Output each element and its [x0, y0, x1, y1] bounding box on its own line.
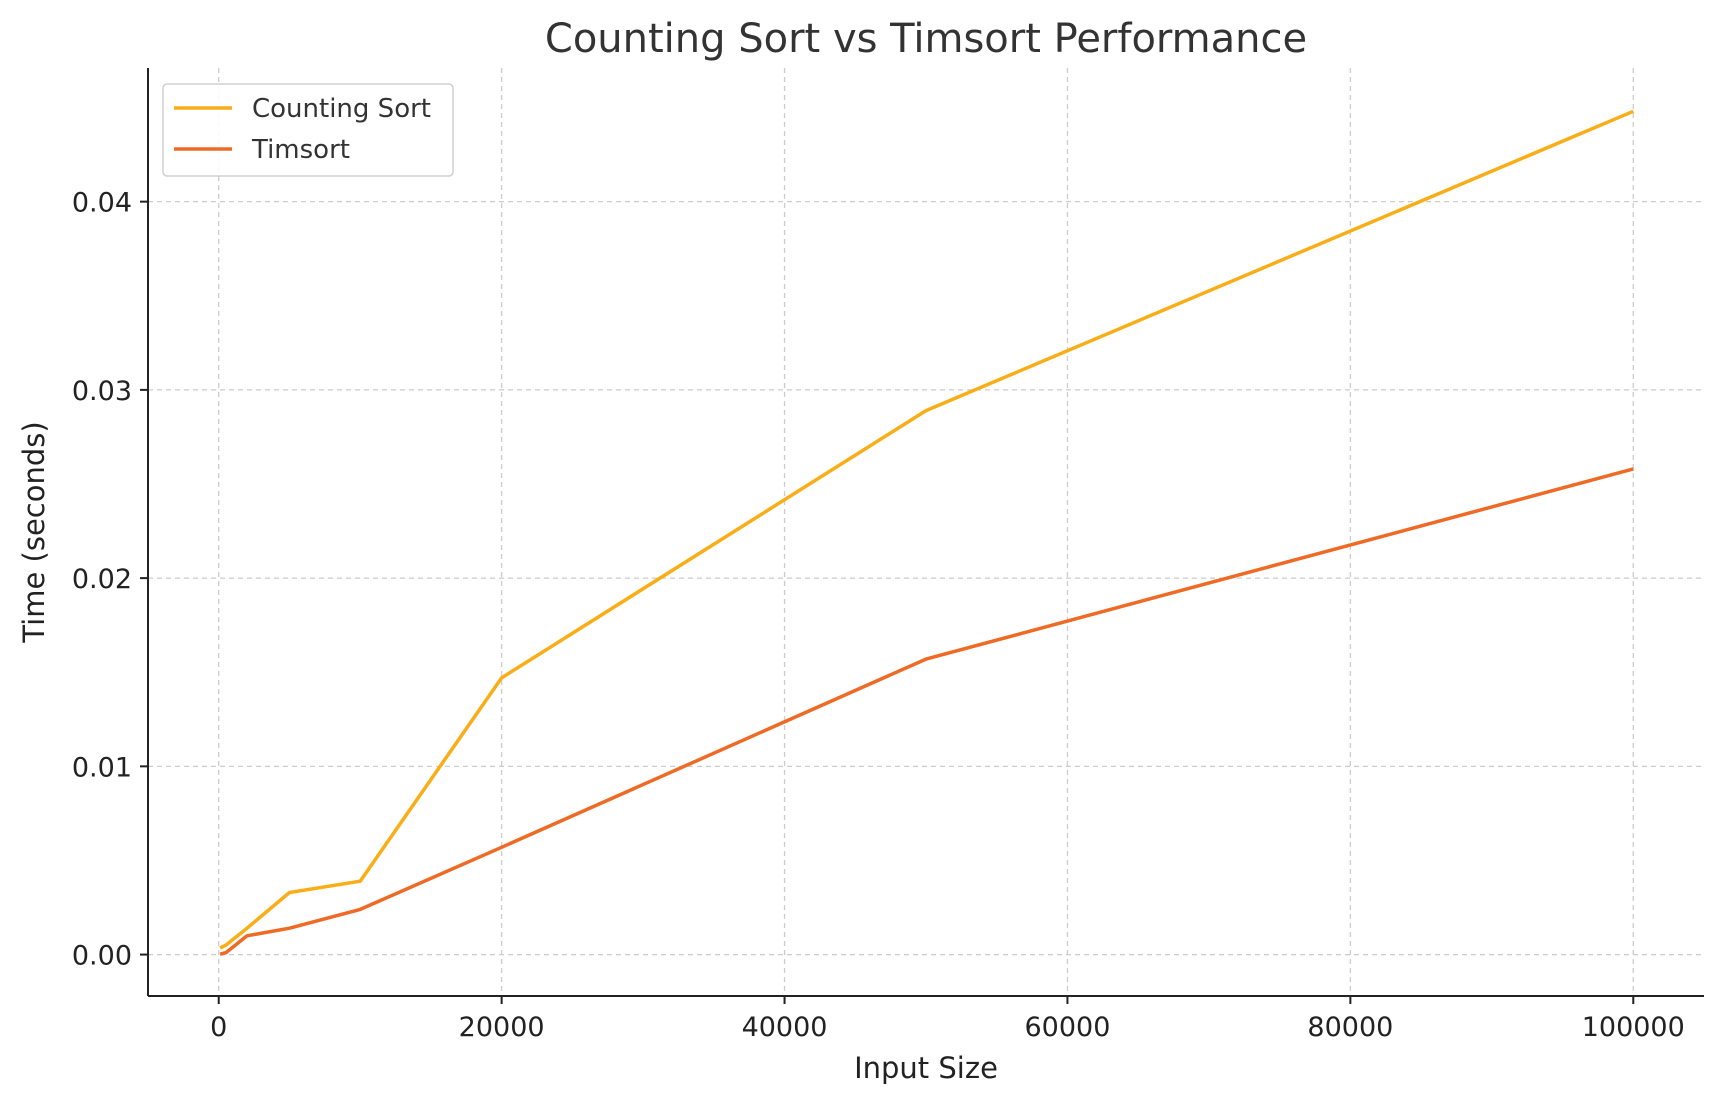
legend: Counting Sort Timsort: [162, 83, 454, 177]
x-tick-label: 100000: [1582, 1012, 1685, 1043]
series-line-timsort: [219, 467, 1634, 956]
x-tick-label: 0: [210, 1012, 227, 1043]
series-layer: [219, 109, 1634, 956]
x-tick-label: 40000: [742, 1012, 828, 1043]
x-axis-label: Input Size: [854, 1051, 998, 1085]
y-axis-label: Time (seconds): [17, 421, 51, 643]
x-tick-label: 60000: [1025, 1012, 1111, 1043]
x-tick-label: 20000: [459, 1012, 545, 1043]
y-tick-label: 0.04: [72, 188, 132, 219]
y-tick-label: 0.01: [72, 752, 132, 783]
chart-title: Counting Sort vs Timsort Performance: [545, 16, 1307, 62]
y-tick-label: 0.02: [72, 564, 132, 595]
y-gridlines: [148, 200, 1704, 956]
legend-label-counting-sort: Counting Sort: [252, 94, 431, 124]
y-axis-ticks: 0.00 0.01 0.02 0.03 0.04: [72, 188, 148, 972]
y-tick-label: 0.03: [72, 376, 132, 407]
x-axis-ticks: 0 20000 40000 60000 80000 100000: [210, 996, 1685, 1043]
x-tick-label: 80000: [1307, 1012, 1393, 1043]
x-gridlines: [218, 68, 1634, 996]
y-tick-label: 0.00: [72, 941, 132, 972]
legend-box: [162, 83, 454, 177]
series-line-counting-sort: [219, 109, 1634, 950]
legend-label-timsort: Timsort: [251, 135, 350, 165]
